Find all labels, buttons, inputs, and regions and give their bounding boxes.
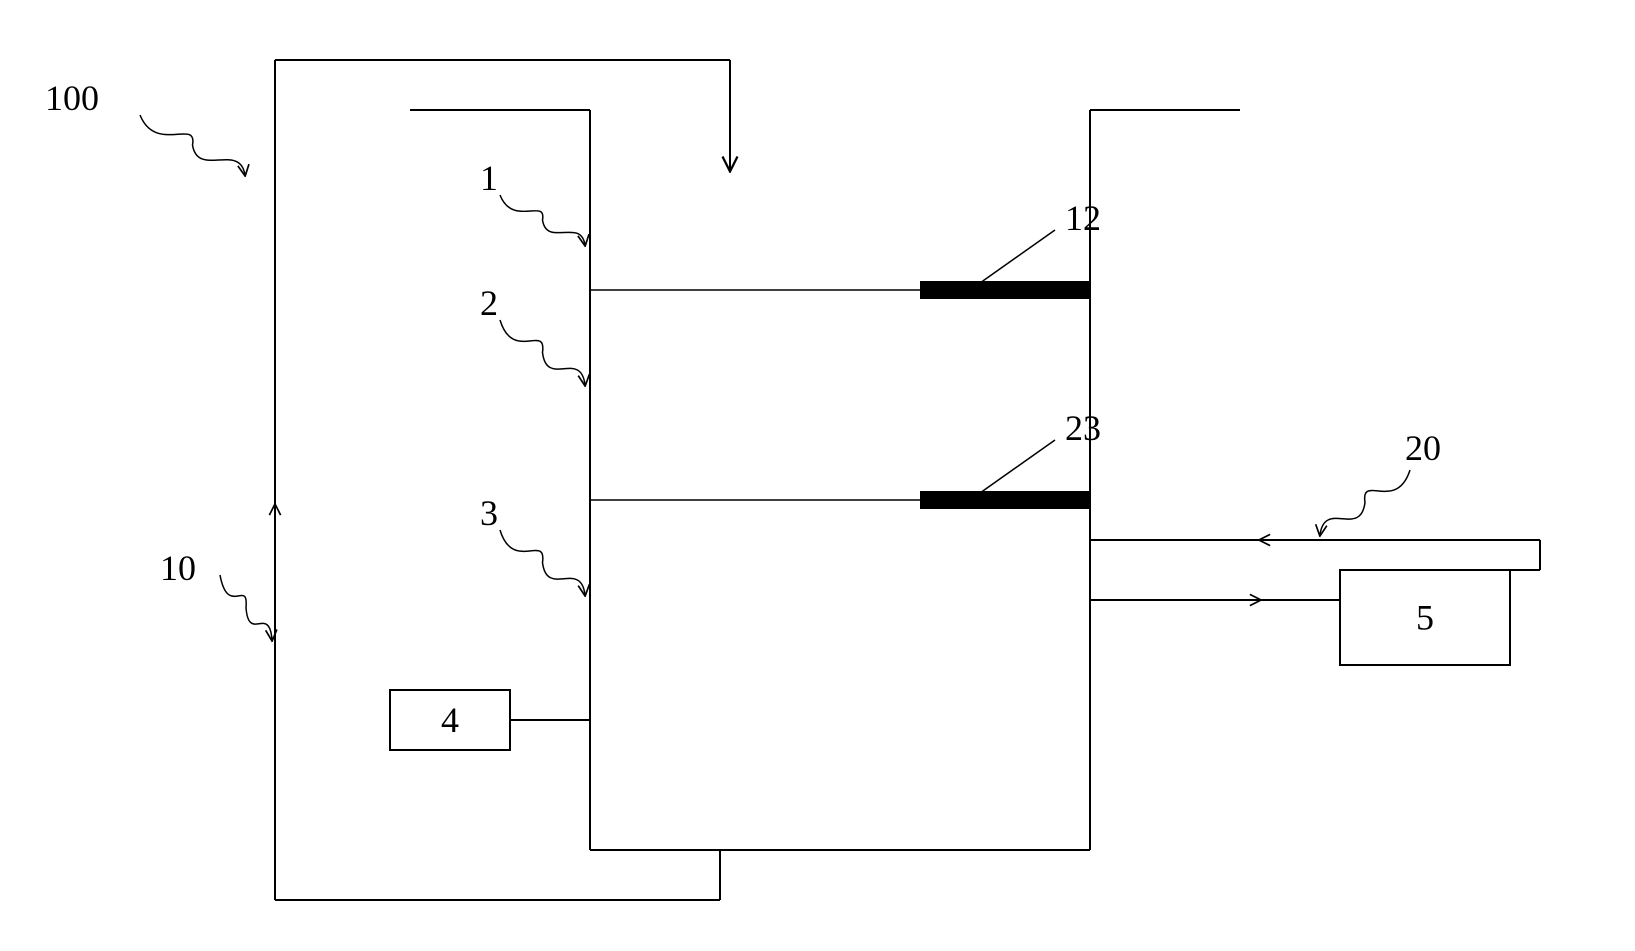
bar-23 [920,491,1090,509]
diagram-layer: 1001231012232045 [45,60,1540,900]
leader-l100 [140,115,245,175]
label-l23: 23 [1065,408,1101,448]
leader-l12 [980,230,1055,283]
leader-l2 [500,320,585,385]
diagram-root: 1001231012232045 [0,0,1635,951]
bar-12 [920,281,1090,299]
label-l1: 1 [480,158,498,198]
label-l4: 4 [441,700,459,740]
label-l5: 5 [1416,598,1434,638]
leader-l23 [980,440,1055,493]
label-l10: 10 [160,548,196,588]
leader-l20 [1320,470,1410,535]
label-l3: 3 [480,493,498,533]
label-l100: 100 [45,78,99,118]
leader-l10 [220,575,272,640]
label-l20: 20 [1405,428,1441,468]
leader-l3 [500,530,585,595]
label-l2: 2 [480,283,498,323]
label-l12: 12 [1065,198,1101,238]
leader-l1 [500,195,585,245]
